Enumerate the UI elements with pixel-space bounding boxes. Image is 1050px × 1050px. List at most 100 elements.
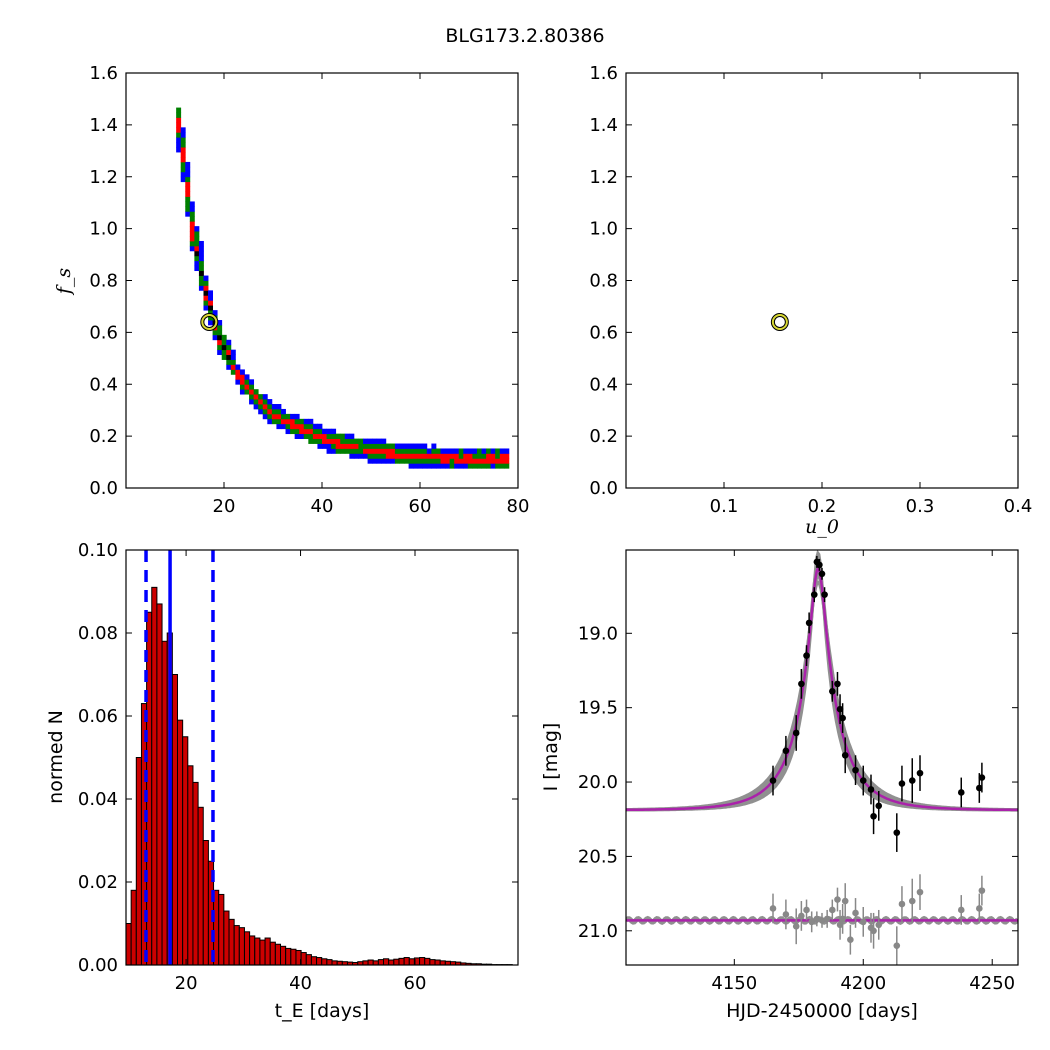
heatmap-cell-blue	[217, 320, 223, 326]
heatmap-cell-green	[404, 458, 410, 464]
heatmap-cell-green	[203, 300, 209, 306]
heatmap-cell-blue	[194, 226, 200, 232]
data-point	[805, 619, 813, 627]
heatmap-cell-blue	[308, 418, 314, 425]
heatmap-cell-blue	[422, 463, 428, 469]
heatmap-cell-red	[463, 453, 469, 459]
heatmap-cell-red	[404, 453, 410, 459]
heatmap-cell-red	[394, 453, 400, 459]
heatmap-cell-blue	[180, 171, 186, 178]
heatmap-cell-green	[185, 196, 191, 202]
heatmap-cell-red	[353, 443, 359, 449]
histogram-bar	[290, 948, 297, 966]
histogram-bar	[398, 957, 405, 966]
heatmap-cell-green	[194, 236, 200, 242]
heatmap-cell-red	[180, 156, 186, 163]
y-tick-label: 0.6	[589, 322, 618, 343]
heatmap-cell-red	[308, 428, 314, 435]
y-tick-label: 1.4	[89, 115, 118, 136]
x-tick-label: 20	[175, 973, 198, 994]
heatmap-cell-blue	[331, 428, 337, 435]
panel-tE-histogram-frame	[125, 549, 519, 966]
data-point	[829, 906, 836, 914]
panel-fs-vs-tE-marker	[200, 313, 219, 331]
heatmap-cell-red	[481, 458, 487, 464]
y-tick-label: 21.0	[578, 921, 618, 942]
heatmap-cell-green	[481, 453, 487, 459]
heatmap-cell-red	[344, 443, 350, 449]
heatmap-cell-red	[235, 374, 241, 380]
heatmap-cell-red	[335, 443, 341, 449]
heatmap-cell-blue	[230, 349, 236, 356]
heatmap-cell-blue	[258, 408, 264, 415]
heatmap-cell-red	[244, 384, 250, 390]
heatmap-cell-red	[499, 453, 505, 459]
heatmap-cell-green	[185, 176, 191, 183]
data-point	[769, 777, 777, 784]
heatmap-cell-blue	[431, 463, 437, 469]
heatmap-cell-green	[335, 448, 341, 454]
histogram-bar	[130, 889, 137, 966]
histogram-bar	[280, 945, 287, 966]
heatmap-cell-blue	[185, 211, 191, 217]
heatmap-cell-red	[454, 458, 460, 464]
heatmap-cell-red	[417, 453, 423, 459]
heatmap-cell-green	[481, 463, 487, 469]
heatmap-cell-blue	[235, 379, 241, 385]
heatmap-cell-red	[335, 438, 341, 444]
heatmap-cell-red	[194, 245, 200, 252]
heatmap-cell-blue	[422, 443, 428, 449]
heatmap-cell-green	[367, 453, 373, 459]
data-point	[829, 688, 836, 695]
heatmap-cell-blue	[417, 463, 423, 469]
heatmap-cell-blue	[290, 413, 296, 420]
heatmap-cell-red	[180, 152, 186, 158]
heatmap-cell-blue	[203, 275, 209, 281]
heatmap-cell-blue	[440, 463, 446, 469]
heatmap-cell-green	[208, 310, 214, 316]
heatmap-cell-green	[340, 448, 346, 454]
heatmap-cell-red	[331, 438, 337, 444]
data-point	[836, 705, 844, 713]
heatmap-cell-red	[422, 453, 428, 459]
panel-tE-histogram-lines	[144, 550, 215, 965]
heatmap-cell-green	[221, 339, 227, 346]
heatmap-cell-green	[449, 458, 455, 464]
heatmap-cell-blue	[230, 354, 236, 360]
heatmap-cell-green	[495, 448, 501, 454]
heatmap-cell-blue	[280, 408, 286, 415]
heatmap-cell-blue	[426, 463, 432, 469]
heatmap-cell-blue	[413, 443, 419, 449]
y-tick-label: 0.4	[89, 374, 118, 395]
heatmap-cell-red	[426, 453, 432, 459]
histogram-bar	[388, 959, 395, 966]
histogram-bar	[254, 937, 261, 966]
heatmap-cell-red	[235, 369, 241, 375]
heatmap-cell-blue	[426, 448, 432, 454]
heatmap-cell-blue	[376, 438, 382, 444]
panel-fs-vs-tE-labels: f_s	[53, 268, 75, 297]
heatmap-cell-blue	[399, 443, 405, 449]
histogram-bar	[383, 958, 390, 966]
heatmap-cell-green	[358, 448, 364, 454]
histogram-bar	[305, 954, 312, 966]
heatmap-cell-blue	[267, 399, 273, 405]
y-tick-label: 1.2	[89, 167, 118, 188]
heatmap-cell-green	[499, 463, 505, 469]
heatmap-cell-blue	[372, 458, 378, 464]
heatmap-cell-blue	[376, 458, 382, 464]
histogram-bar	[264, 937, 271, 966]
histogram-bar	[161, 640, 168, 966]
data-point	[823, 915, 831, 923]
heatmap-cell-red	[267, 408, 273, 415]
x-tick-label: 0.1	[710, 496, 739, 517]
heatmap-cell-green	[176, 107, 182, 113]
heatmap-cell-red	[381, 448, 387, 454]
heatmap-cell-green	[249, 384, 255, 390]
heatmap-cell-green	[399, 458, 405, 464]
data-point	[898, 780, 906, 787]
heatmap-cell-green	[176, 132, 182, 138]
heatmap-cell-blue	[299, 433, 305, 439]
data-point	[957, 789, 965, 796]
heatmap-cell-green	[253, 389, 259, 395]
